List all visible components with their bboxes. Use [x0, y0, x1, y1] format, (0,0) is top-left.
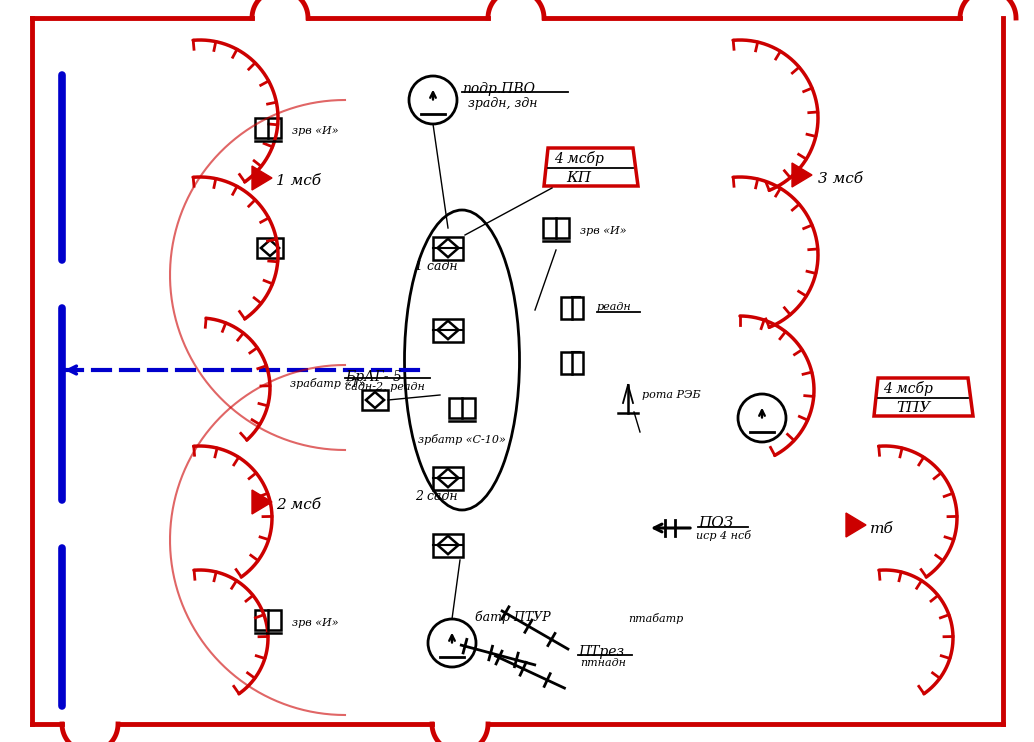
Text: зрв «И»: зрв «И» [292, 126, 338, 136]
Text: зрбатр «С-10»: зрбатр «С-10» [418, 434, 506, 445]
Text: 3 мсб: 3 мсб [818, 172, 863, 186]
Text: садн-2, реадн: садн-2, реадн [345, 382, 425, 392]
Text: реадн: реадн [597, 302, 632, 312]
Polygon shape [846, 513, 866, 537]
Bar [433, 467, 463, 490]
Text: ПОЗ: ПОЗ [698, 516, 733, 530]
Text: 1 садн: 1 садн [415, 260, 458, 273]
Text: ТПУ: ТПУ [896, 401, 931, 415]
Text: ПТрез: ПТрез [578, 645, 625, 659]
Text: зрадн, здн: зрадн, здн [468, 97, 538, 110]
Text: БрАГ- 5: БрАГ- 5 [345, 370, 402, 384]
Text: 2 мсб: 2 мсб [276, 498, 321, 512]
Bar [561, 352, 583, 374]
Text: батр ПТУР: батр ПТУР [475, 610, 551, 623]
Text: птнадн: птнадн [580, 658, 626, 668]
Polygon shape [792, 163, 812, 187]
Text: птабатр: птабатр [628, 613, 683, 624]
Text: КП: КП [566, 171, 591, 185]
Text: 4 мсбр: 4 мсбр [883, 381, 933, 396]
Bar [433, 237, 463, 260]
Text: 2 садн: 2 садн [415, 490, 458, 503]
Bar [362, 390, 388, 410]
Bar [561, 297, 583, 319]
Text: зрв «И»: зрв «И» [292, 618, 338, 628]
Bar [449, 398, 475, 418]
Bar [255, 118, 281, 138]
Text: подр.ПВО: подр.ПВО [462, 82, 535, 96]
Polygon shape [252, 490, 272, 514]
Bar [433, 533, 463, 556]
Bar [257, 238, 283, 258]
Text: тб: тб [870, 522, 893, 536]
Polygon shape [252, 166, 272, 190]
Text: зрабатр «Т»: зрабатр «Т» [290, 378, 365, 389]
Text: 4 мсбр: 4 мсбр [554, 151, 604, 166]
Text: рота РЭБ: рота РЭБ [642, 390, 701, 400]
Text: зрв «И»: зрв «И» [580, 226, 627, 236]
Bar [255, 610, 281, 630]
Text: 1 мсб: 1 мсб [276, 174, 321, 188]
Text: иср 4 нсб: иср 4 нсб [696, 530, 751, 541]
Bar [543, 218, 569, 238]
Bar [433, 318, 463, 341]
